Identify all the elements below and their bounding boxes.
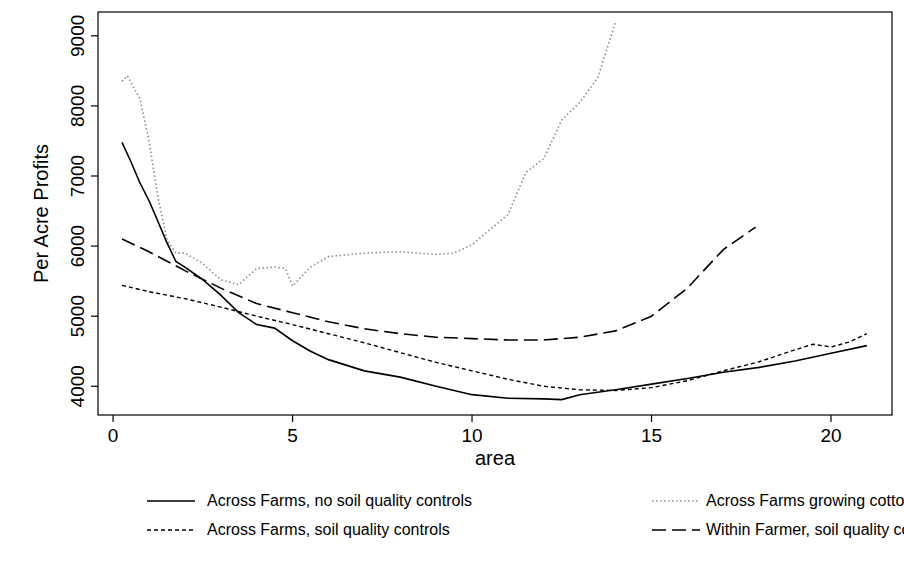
x-tick	[830, 415, 831, 422]
plot-lines	[122, 22, 867, 400]
series-line	[122, 142, 867, 399]
x-tick-label: 10	[461, 425, 482, 446]
y-tick	[91, 245, 98, 246]
legend-swatch	[147, 500, 195, 502]
legend-label: Across Farms, no soil quality controls	[207, 492, 472, 509]
y-tick-label: 4000	[67, 365, 88, 407]
y-tick	[91, 316, 98, 317]
series-line	[122, 22, 616, 286]
series-line	[122, 227, 756, 340]
y-tick	[91, 386, 98, 387]
legend-label: Across Farms, soil quality controls	[207, 521, 450, 538]
y-tick	[91, 175, 98, 176]
x-tick-label: 15	[641, 425, 662, 446]
y-tick-label: 9000	[67, 15, 88, 57]
y-tick-label: 7000	[67, 155, 88, 197]
series-line	[122, 285, 867, 390]
y-axis-label: Per Acre Profits	[30, 144, 52, 283]
x-tick	[112, 415, 113, 422]
y-tick-label: 8000	[67, 85, 88, 127]
legend-label: Within Farmer, soil quality controls	[706, 521, 904, 538]
x-tick-label: 0	[108, 425, 119, 446]
legend-label: Across Farms growing cotton only	[706, 492, 904, 509]
y-tick-label: 5000	[67, 295, 88, 337]
y-tick	[91, 35, 98, 36]
x-tick	[471, 415, 472, 422]
x-tick-label: 5	[287, 425, 298, 446]
legend-swatch	[147, 529, 195, 530]
legend-swatch	[652, 500, 700, 502]
legend: Across Farms, no soil quality controls Ac…	[147, 492, 904, 538]
chart: 0 5 10 15 20 4000 5000 6000 7000 8000 9000 area Per …	[0, 0, 904, 572]
x-tick	[292, 415, 293, 422]
y-tick-label: 6000	[67, 225, 88, 267]
x-tick-label: 20	[820, 425, 841, 446]
legend-swatch	[652, 529, 700, 531]
x-axis-label: area	[475, 447, 516, 469]
plot-frame	[98, 12, 892, 415]
y-tick	[91, 105, 98, 106]
x-tick	[651, 415, 652, 422]
